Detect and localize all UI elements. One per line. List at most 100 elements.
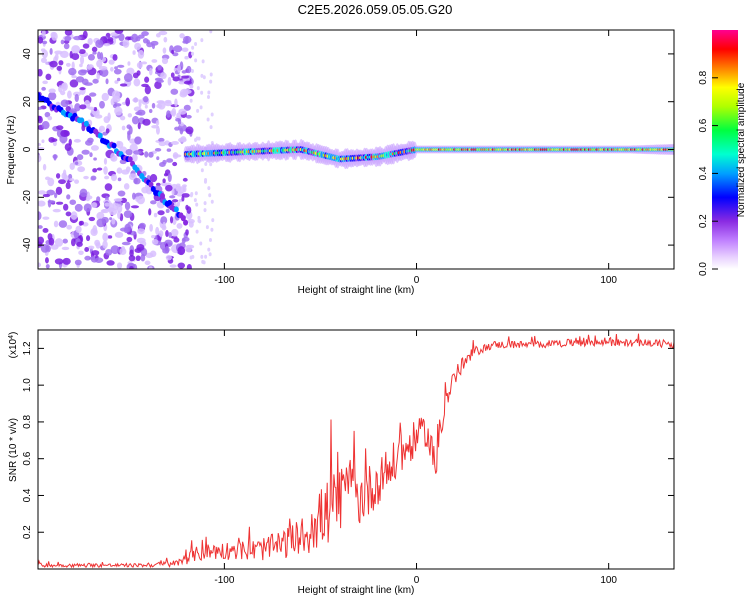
noise-blob: [73, 35, 82, 41]
noise-blob: [203, 201, 207, 206]
noise-blob: [74, 93, 79, 103]
noise-blob: [193, 198, 197, 203]
noise-blob: [134, 42, 142, 51]
noise-blob: [148, 208, 152, 216]
noise-blob: [133, 177, 141, 185]
noise-blob: [54, 50, 63, 55]
noise-blob: [117, 64, 125, 68]
noise-blob: [182, 185, 187, 193]
noise-blob: [64, 30, 73, 36]
noise-blob: [87, 53, 95, 61]
noise-blob: [190, 69, 194, 74]
noise-blob: [62, 238, 68, 244]
noise-blob: [92, 168, 98, 173]
noise-blob: [58, 179, 66, 185]
noise-blob: [174, 98, 178, 107]
noise-blob: [119, 247, 127, 256]
diagonal-line-blob: [183, 219, 189, 226]
noise-blob: [101, 92, 109, 102]
noise-blob: [73, 138, 81, 143]
noise-blob: [211, 218, 215, 223]
diagonal-line-blob: [83, 120, 89, 127]
noise-blob: [69, 79, 79, 88]
noise-blob: [127, 132, 131, 141]
colorbar-tick-label: 0.6: [698, 118, 709, 132]
y-tick-label: 40: [22, 48, 33, 60]
noise-blob: [170, 88, 179, 95]
snr-scale-prefix: (x10: [8, 338, 19, 358]
noise-blob: [107, 235, 113, 239]
noise-blob: [52, 208, 61, 213]
noise-blob: [45, 73, 52, 81]
noise-blob: [110, 173, 117, 182]
figure-title: C2E5.2026.059.05.05.G20: [298, 2, 453, 17]
noise-blob: [94, 257, 104, 263]
noise-blob: [136, 61, 143, 69]
noise-blob: [127, 61, 131, 66]
noise-blob: [87, 37, 93, 45]
noise-blob: [135, 255, 141, 262]
noise-blob: [91, 250, 100, 256]
noise-blob: [117, 190, 126, 197]
snr-x-ticks: -100 0 100: [214, 330, 617, 586]
noise-blob: [116, 262, 123, 269]
noise-blob: [178, 80, 186, 85]
noise-blob: [42, 40, 48, 45]
noise-blob: [177, 246, 186, 256]
noise-blob: [82, 43, 90, 49]
noise-blob: [103, 43, 111, 47]
noise-blob: [55, 173, 61, 179]
noise-blob: [125, 149, 133, 156]
noise-blob: [156, 156, 160, 161]
noise-blob: [157, 64, 162, 71]
noise-blob: [126, 81, 132, 86]
y-tick-label: 1.0: [22, 378, 33, 392]
x-tick-label: -100: [214, 575, 234, 586]
noise-blob: [182, 40, 189, 44]
noise-blob: [136, 243, 145, 251]
noise-blob: [38, 225, 43, 229]
noise-blob: [58, 220, 68, 228]
noise-blob: [202, 75, 206, 80]
noise-blob: [38, 68, 43, 77]
noise-blob: [156, 103, 163, 109]
noise-blob: [38, 36, 44, 44]
noise-blob: [182, 177, 188, 182]
noise-blob: [76, 154, 84, 161]
noise-blob: [197, 215, 201, 220]
noise-blob: [208, 252, 212, 257]
x-tick-label: 100: [600, 575, 617, 586]
noise-blob: [189, 98, 193, 103]
noise-blob: [104, 202, 111, 207]
noise-blob: [91, 202, 98, 208]
noise-blob: [38, 262, 42, 268]
noise-blob: [141, 83, 149, 88]
snr-x-axis-label: Height of straight line (km): [298, 585, 415, 596]
noise-blob: [64, 143, 72, 152]
noise-blob: [38, 142, 42, 147]
noise-blob: [68, 67, 77, 76]
noise-blob: [210, 227, 214, 232]
noise-blob: [93, 106, 98, 112]
noise-blob: [178, 108, 187, 115]
diagonal-line-blob: [160, 192, 166, 199]
noise-blob: [171, 187, 175, 196]
noise-blob: [132, 97, 139, 103]
noise-blob: [80, 69, 88, 74]
noise-blob: [123, 73, 133, 83]
noise-blob: [42, 227, 49, 233]
noise-blob: [165, 255, 172, 261]
y-tick-label: -20: [22, 190, 33, 205]
noise-blob: [51, 31, 58, 41]
noise-blob: [198, 219, 202, 224]
x-tick-label: -100: [214, 275, 234, 286]
noise-blob: [144, 85, 151, 95]
noise-blob: [189, 84, 194, 89]
noise-blob: [38, 200, 46, 207]
noise-blob: [84, 246, 90, 253]
noise-blob: [91, 46, 98, 53]
noise-blob: [128, 125, 133, 135]
noise-blob: [119, 83, 128, 87]
noise-blob: [60, 39, 65, 45]
noise-blob: [101, 208, 107, 213]
